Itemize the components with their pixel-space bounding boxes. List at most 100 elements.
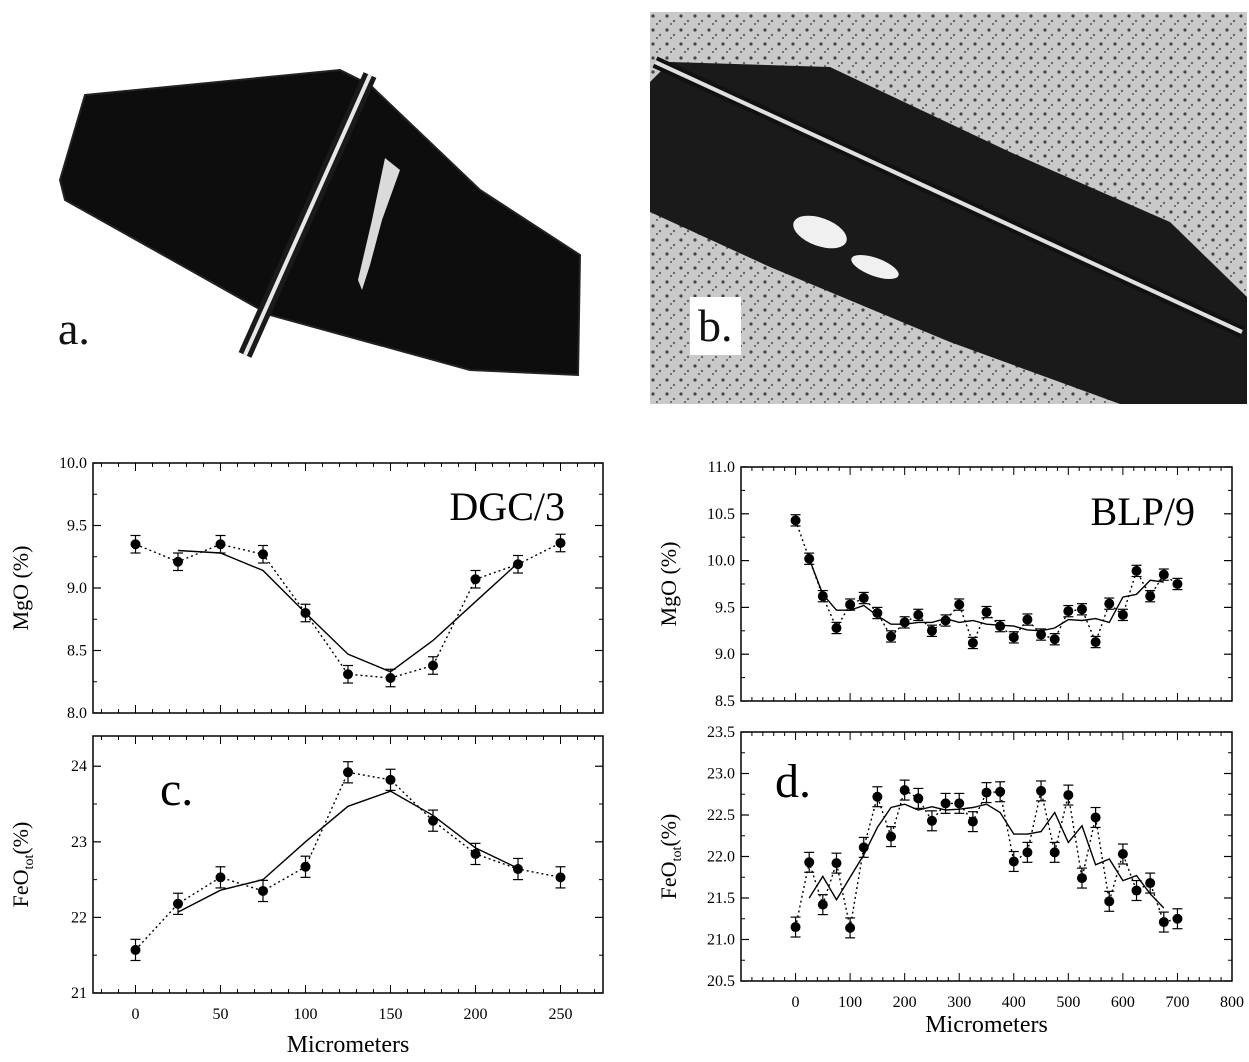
- data-point: [872, 608, 883, 619]
- x-tick-label: 100: [838, 994, 862, 1011]
- y-tick-label: 23.5: [707, 724, 735, 741]
- x-tick-label: 400: [1002, 994, 1026, 1011]
- y-tick-label: 8.5: [715, 693, 735, 710]
- y-tick-label: 9.0: [67, 580, 87, 597]
- chart-c-mgo: 8.0 8.5 9.0 9.5 10.0 DGC/3 MgO (%): [8, 455, 604, 722]
- data-point: [1049, 847, 1060, 858]
- data-point: [343, 767, 353, 778]
- data-point: [954, 599, 965, 610]
- photo-b-label: b.: [690, 297, 741, 355]
- data-point: [1076, 873, 1087, 884]
- y-tick-label: 21.5: [707, 890, 735, 907]
- y-tick-label: 24: [71, 758, 87, 775]
- data-point: [1131, 565, 1142, 576]
- data-point: [831, 622, 842, 633]
- x-tick-label: 500: [1056, 994, 1080, 1011]
- data-point: [1104, 896, 1115, 907]
- plot-frame: [740, 731, 1233, 982]
- data-point: [258, 885, 268, 896]
- x-tick-label: 50: [213, 1006, 229, 1023]
- x-tick-label: 700: [1165, 994, 1189, 1011]
- crystal-a-image: [58, 68, 582, 377]
- plot-frame: [92, 735, 604, 994]
- x-tick-label: 300: [947, 994, 971, 1011]
- y-tick-label: 11.0: [708, 459, 735, 476]
- smoothed-line: [808, 558, 1164, 632]
- x-tick-label: 600: [1111, 994, 1135, 1011]
- x-axis-label: Micrometers: [925, 1012, 1048, 1038]
- chart-title: DGC/3: [449, 484, 565, 529]
- data-point: [1117, 849, 1128, 860]
- data-point: [981, 787, 992, 798]
- data-point: [258, 549, 268, 560]
- data-point: [845, 922, 856, 933]
- data-point: [173, 898, 183, 909]
- data-point: [513, 864, 523, 875]
- data-point: [1117, 609, 1128, 620]
- y-tick-label: 20.5: [707, 973, 735, 990]
- data-point: [1145, 591, 1156, 602]
- photo-a-label: a.: [58, 303, 90, 354]
- data-point: [886, 831, 897, 842]
- data-point: [954, 798, 965, 809]
- y-tick-label: 23: [71, 834, 87, 851]
- data-point: [1172, 913, 1183, 924]
- photo-b: b.: [650, 12, 1247, 404]
- data-point: [790, 515, 801, 526]
- x-tick-label: 100: [294, 1006, 318, 1023]
- data-point: [173, 556, 183, 567]
- data-point: [804, 857, 815, 868]
- y-axis-label: MgO (%): [656, 542, 681, 627]
- y-tick-label: 22.5: [707, 807, 735, 824]
- data-point: [1104, 598, 1115, 609]
- chart-title: d.: [775, 755, 811, 808]
- data-point: [831, 858, 842, 869]
- x-tick-label: 250: [549, 1006, 573, 1023]
- data-point: [899, 785, 910, 796]
- data-point: [967, 637, 978, 648]
- data-point: [1158, 917, 1169, 928]
- y-tick-label: 10.5: [707, 506, 735, 523]
- chart-d-feo: 20.5 21.0 21.5 22.0 22.5 23.0 23.5 0 100 200 300 40…: [656, 724, 1244, 1038]
- data-point: [428, 815, 438, 826]
- smoothed-line: [177, 549, 519, 673]
- data-point: [995, 621, 1006, 632]
- data-point: [913, 793, 924, 804]
- data-point: [995, 786, 1006, 797]
- chart-title: c.: [160, 763, 193, 816]
- y-tick-label: 22: [71, 909, 87, 926]
- x-tick-label: 800: [1220, 994, 1244, 1011]
- y-tick-label: 22.0: [707, 849, 735, 866]
- data-point: [428, 660, 438, 671]
- data-point: [858, 593, 869, 604]
- y-tick-label: 8.5: [67, 643, 87, 660]
- x-tick-label: 0: [132, 1006, 140, 1023]
- x-axis-label: Micrometers: [287, 1032, 410, 1058]
- data-point: [940, 615, 951, 626]
- data-point: [470, 574, 481, 585]
- data-point: [130, 539, 141, 550]
- data-point: [1063, 606, 1074, 617]
- data-point: [1049, 634, 1060, 645]
- data-point: [385, 673, 396, 683]
- data-point: [215, 539, 226, 550]
- data-point: [967, 816, 978, 827]
- data-point: [470, 848, 481, 859]
- data-dotted-line: [135, 542, 561, 679]
- photo-a: a.: [40, 30, 620, 400]
- data-point: [1036, 629, 1047, 640]
- y-axis-label: MgO (%): [8, 546, 33, 631]
- data-point: [1008, 856, 1019, 867]
- data-point: [913, 609, 924, 620]
- x-tick-label: 200: [893, 994, 917, 1011]
- smoothed-line: [177, 790, 519, 913]
- y-tick-label: 21.0: [707, 932, 735, 949]
- x-tick-label: 150: [379, 1006, 403, 1023]
- data-point: [513, 559, 523, 570]
- y-tick-label: 23.0: [707, 766, 735, 783]
- data-point: [1022, 614, 1033, 625]
- smoothed-line: [808, 803, 1165, 909]
- data-dotted-line: [794, 789, 1178, 929]
- data-point: [1008, 632, 1019, 643]
